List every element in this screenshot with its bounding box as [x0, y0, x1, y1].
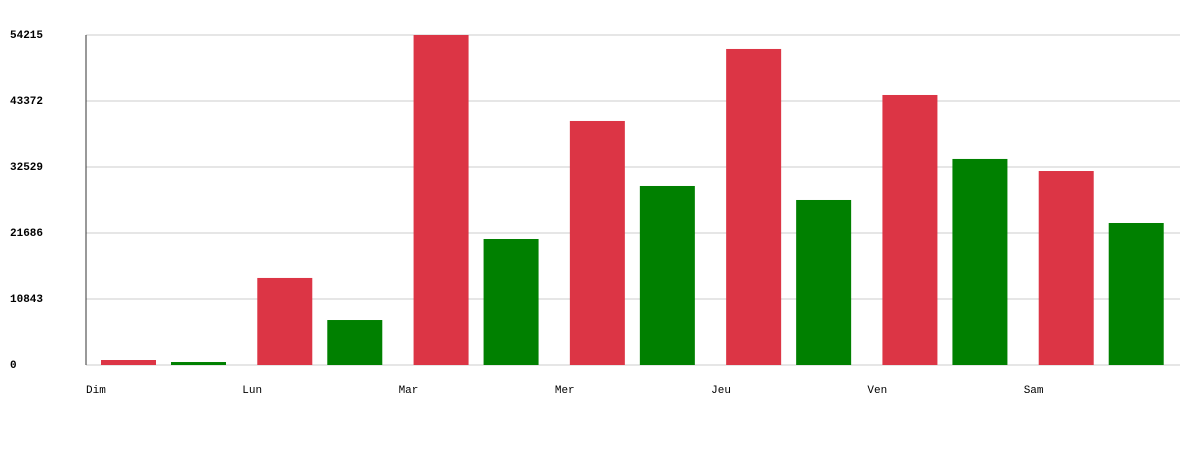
y-tick-label: 32529 — [10, 162, 43, 174]
x-tick-label: Mer — [555, 385, 575, 397]
bar — [1038, 171, 1094, 365]
bar — [257, 277, 313, 365]
y-tick-label: 0 — [10, 360, 17, 372]
bar — [796, 199, 852, 365]
bar — [413, 35, 469, 365]
bar — [882, 94, 938, 365]
bar — [327, 320, 383, 365]
bar — [952, 158, 1008, 365]
bar — [726, 48, 782, 365]
x-tick-label: Ven — [867, 385, 887, 397]
x-tick-label: Lun — [242, 385, 262, 397]
y-tick-label: 21686 — [10, 228, 43, 240]
bar — [569, 120, 625, 365]
x-tick-label: Sam — [1024, 385, 1044, 397]
y-tick-label: 10843 — [10, 294, 43, 306]
x-tick-label: Jeu — [711, 385, 731, 397]
y-tick-label: 43372 — [10, 96, 43, 108]
bar — [171, 362, 226, 365]
y-tick-label: 54215 — [10, 30, 43, 42]
x-tick-label: Dim — [86, 385, 106, 397]
bar — [101, 360, 156, 365]
bar — [1108, 222, 1164, 365]
bar — [639, 185, 695, 365]
x-tick-label: Mar — [399, 385, 419, 397]
bar — [483, 239, 539, 365]
